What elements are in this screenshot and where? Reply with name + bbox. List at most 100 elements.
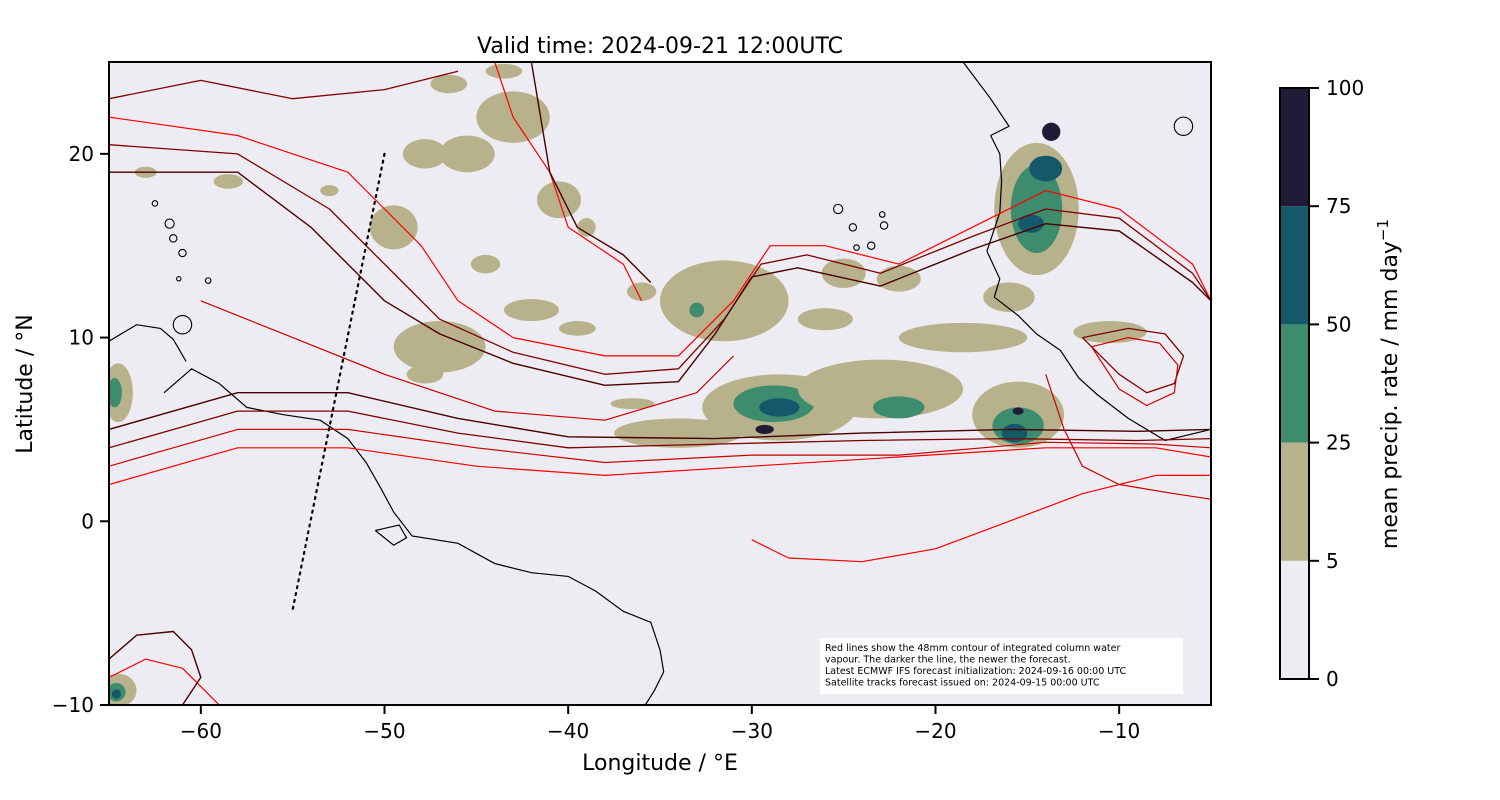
coastline-2 [109, 324, 187, 362]
island-8 [164, 218, 175, 229]
iwv-contour-0 [109, 447, 1211, 486]
colorbar-tick-label: 100 [1326, 76, 1364, 100]
x-axis-title: Longitude / °E [582, 751, 738, 776]
iwv-contour-layer [109, 62, 1211, 705]
colorbar-ticks: 0 5 25 50 75 100 [1309, 76, 1364, 691]
iwv-contour-16 [1045, 374, 1211, 500]
precip-cell-19 [983, 282, 1035, 312]
iwv-contour-1 [109, 428, 1211, 467]
island-9 [151, 200, 159, 207]
colorbar-bands [1280, 88, 1309, 679]
precip-cell-46 [111, 689, 121, 699]
iwv-contour-10 [530, 62, 652, 283]
colorbar-tick-label: 0 [1326, 667, 1339, 691]
island-0 [848, 223, 858, 232]
iwv-contour-14 [109, 630, 202, 705]
precip-cell-17 [1029, 155, 1063, 182]
iwv-contour-9 [494, 62, 643, 302]
iwv-contour-8 [751, 474, 1211, 563]
colorbar-title-text: mean precip. rate / mm day [1378, 241, 1403, 549]
satellite-track [291, 152, 386, 611]
precip-cell-33 [320, 185, 339, 197]
island-4 [833, 203, 844, 215]
note-box [820, 638, 1183, 694]
precip-cell-16 [1018, 214, 1044, 233]
colorbar-title-exponent: −1 [1374, 219, 1392, 241]
precip-cell-37 [558, 321, 596, 336]
x-axis-ticks: −60 −50 −40 −30 −20 −10 [180, 705, 1140, 743]
iwv-contour-3 [109, 392, 1211, 440]
precip-cell-20 [797, 308, 853, 331]
island-2 [853, 244, 860, 251]
note-line-4: Satellite tracks forecast issued on: 202… [825, 678, 1100, 689]
precip-cell-35 [406, 365, 444, 384]
coastline-5 [962, 62, 1010, 137]
note-line-2: vapour. The darker the line, the newer t… [825, 655, 1071, 666]
island-7 [178, 248, 187, 258]
iwv-contour-13 [109, 658, 220, 705]
precip-cell-23 [898, 322, 1028, 353]
y-tick-label: 10 [69, 326, 94, 350]
coastline-4 [986, 135, 1003, 252]
precip-cell-18 [1042, 122, 1061, 141]
precip-cell-4 [614, 418, 743, 448]
satellite-track-layer [291, 152, 386, 611]
y-axis-ticks: −10 0 10 20 [52, 142, 109, 717]
island-10 [204, 277, 212, 284]
iwv-contour-2 [109, 410, 1211, 449]
island-11 [176, 276, 182, 282]
precip-cell-2 [759, 398, 800, 417]
x-tick-label: −50 [363, 719, 405, 743]
forecast-note: Red lines show the 48mm contour of integ… [820, 638, 1183, 694]
precip-cell-29 [485, 63, 523, 79]
x-tick-label: −30 [731, 719, 773, 743]
iwv-contour-4 [109, 116, 1211, 357]
precip-cell-31 [577, 218, 596, 237]
precip-cell-38 [470, 254, 501, 274]
precip-cell-6 [660, 260, 789, 342]
x-tick-label: −60 [180, 719, 222, 743]
x-tick-label: −20 [914, 719, 956, 743]
precip-cell-9 [873, 396, 925, 419]
precip-cell-43 [109, 377, 122, 408]
x-tick-label: −40 [547, 719, 589, 743]
colorbar-band-1 [1280, 442, 1309, 561]
note-line-1: Red lines show the 48mm contour of integ… [825, 643, 1120, 654]
iwv-contour-11 [1081, 327, 1185, 394]
precip-cell-21 [821, 258, 866, 288]
colorbar-tick-label: 25 [1326, 431, 1351, 455]
precip-cell-13 [1012, 407, 1024, 415]
island-13 [1173, 116, 1194, 137]
colorbar-band-0 [1280, 560, 1309, 679]
iwv-contour-6 [109, 171, 1211, 386]
y-axis-title: Latitude / °N [13, 314, 38, 453]
island-3 [879, 221, 889, 230]
precip-cell-34 [393, 321, 486, 373]
colorbar-band-4 [1280, 88, 1309, 207]
island-12 [172, 314, 193, 335]
colorbar-frame [1279, 87, 1310, 680]
precip-cell-39 [626, 282, 657, 301]
precip-cell-41 [213, 174, 244, 189]
colorbar-tick-label: 50 [1326, 312, 1351, 336]
iwv-contour-7 [200, 300, 734, 421]
coastline-1 [374, 524, 408, 546]
precip-cell-3 [755, 424, 774, 435]
map-title: Valid time: 2024-09-21 12:00UTC [477, 34, 843, 59]
island-5 [878, 211, 886, 218]
colorbar-title: mean precip. rate / mm day−1 [1374, 219, 1403, 549]
colorbar-band-2 [1280, 324, 1309, 443]
precip-cell-36 [503, 298, 559, 322]
precip-cell-26 [439, 135, 495, 173]
precip-cell-32 [369, 205, 418, 250]
colorbar-tick-label: 75 [1326, 194, 1351, 218]
coastline-3 [986, 250, 1211, 442]
precip-cell-12 [1001, 423, 1028, 443]
y-tick-label: −10 [52, 693, 94, 717]
y-tick-label: 20 [69, 142, 94, 166]
y-tick-label: 0 [81, 509, 94, 533]
map-content [109, 62, 1211, 705]
island-1 [866, 241, 876, 250]
map-frame [108, 61, 1212, 706]
